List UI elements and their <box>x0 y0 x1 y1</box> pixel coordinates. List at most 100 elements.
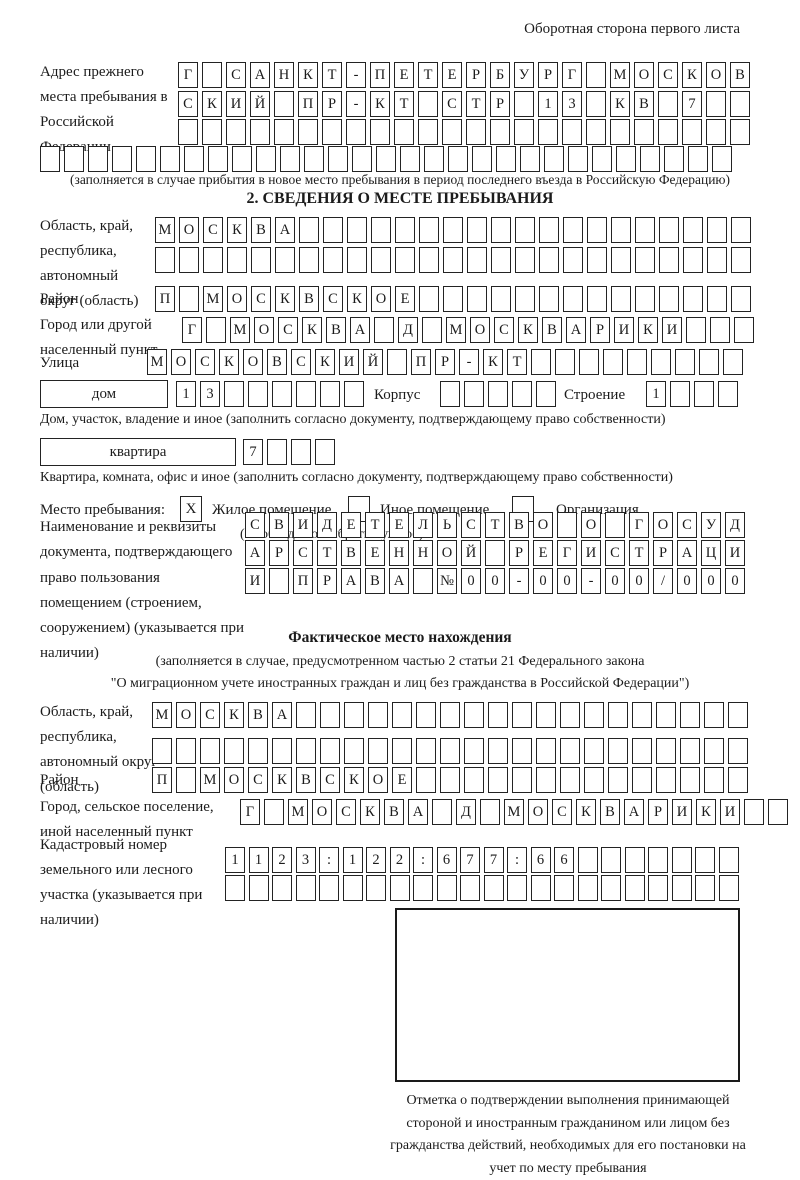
char-cell[interactable]: О <box>528 799 548 825</box>
char-cell[interactable] <box>467 286 487 312</box>
char-cell[interactable] <box>730 119 750 145</box>
char-cell[interactable]: О <box>653 512 673 538</box>
char-cell[interactable] <box>342 875 363 901</box>
char-cell[interactable] <box>512 767 532 793</box>
char-cell[interactable] <box>683 286 703 312</box>
char-cell[interactable] <box>472 146 492 172</box>
char-cell[interactable]: Г <box>178 62 198 88</box>
char-cell[interactable]: Р <box>490 91 510 117</box>
char-cell[interactable]: К <box>483 349 503 375</box>
char-cell[interactable]: А <box>272 702 292 728</box>
char-cell[interactable] <box>418 119 438 145</box>
char-cell[interactable]: С <box>293 540 313 566</box>
char-cell[interactable]: - <box>346 62 366 88</box>
char-cell[interactable] <box>560 738 580 764</box>
char-cell[interactable]: 6 <box>530 847 551 873</box>
char-cell[interactable]: И <box>720 799 740 825</box>
char-cell[interactable]: 6 <box>554 847 574 873</box>
char-cell[interactable] <box>267 439 287 465</box>
char-cell[interactable] <box>227 247 247 273</box>
char-cell[interactable]: О <box>254 317 274 343</box>
char-cell[interactable] <box>624 875 645 901</box>
char-cell[interactable] <box>448 146 468 172</box>
char-cell[interactable]: Й <box>461 540 481 566</box>
char-cell[interactable] <box>734 317 754 343</box>
char-cell[interactable]: Р <box>653 540 673 566</box>
char-cell[interactable] <box>704 767 724 793</box>
char-cell[interactable] <box>577 875 598 901</box>
char-cell[interactable]: 1 <box>225 847 245 873</box>
char-cell[interactable] <box>400 146 420 172</box>
char-cell[interactable]: Д <box>317 512 337 538</box>
char-cell[interactable] <box>731 286 751 312</box>
char-cell[interactable] <box>413 875 433 901</box>
char-cell[interactable] <box>275 247 295 273</box>
char-cell[interactable]: 7 <box>243 439 263 465</box>
char-cell[interactable] <box>563 286 583 312</box>
char-cell[interactable]: Т <box>466 91 486 117</box>
char-cell[interactable] <box>648 875 668 901</box>
char-cell[interactable] <box>416 702 436 728</box>
char-cell[interactable] <box>424 146 444 172</box>
char-cell[interactable] <box>658 119 678 145</box>
char-cell[interactable] <box>264 799 284 825</box>
char-cell[interactable]: 0 <box>725 568 745 594</box>
char-cell[interactable] <box>443 217 463 243</box>
char-cell[interactable] <box>296 702 316 728</box>
char-cell[interactable] <box>768 799 788 825</box>
char-cell[interactable]: С <box>278 317 298 343</box>
char-cell[interactable] <box>272 738 292 764</box>
char-cell[interactable] <box>682 119 702 145</box>
char-cell[interactable] <box>368 702 388 728</box>
char-cell[interactable]: С <box>323 286 343 312</box>
char-cell[interactable] <box>515 247 535 273</box>
char-cell[interactable] <box>203 247 223 273</box>
char-cell[interactable] <box>584 702 604 728</box>
char-cell[interactable] <box>635 217 655 243</box>
char-cell[interactable] <box>416 738 436 764</box>
char-cell[interactable]: 0 <box>485 568 505 594</box>
char-cell[interactable]: Г <box>182 317 202 343</box>
char-cell[interactable]: : <box>507 847 527 873</box>
char-cell[interactable]: Р <box>466 62 486 88</box>
char-cell[interactable] <box>376 146 396 172</box>
char-cell[interactable] <box>514 91 534 117</box>
premises-checkbox-residential[interactable]: X <box>180 496 202 522</box>
actual-region-row-2[interactable] <box>152 738 748 764</box>
korpus-row[interactable] <box>440 381 556 407</box>
char-cell[interactable] <box>440 381 460 407</box>
char-cell[interactable] <box>611 217 631 243</box>
char-cell[interactable] <box>577 847 598 873</box>
char-cell[interactable]: О <box>312 799 332 825</box>
char-cell[interactable] <box>323 247 343 273</box>
char-cell[interactable]: У <box>514 62 534 88</box>
char-cell[interactable] <box>466 119 486 145</box>
char-cell[interactable] <box>488 767 508 793</box>
char-cell[interactable] <box>601 847 621 873</box>
char-cell[interactable] <box>464 702 484 728</box>
char-cell[interactable]: Ц <box>701 540 721 566</box>
char-cell[interactable]: В <box>341 540 361 566</box>
char-cell[interactable] <box>298 119 318 145</box>
char-cell[interactable] <box>272 381 292 407</box>
char-cell[interactable]: : <box>413 847 433 873</box>
char-cell[interactable] <box>392 702 412 728</box>
char-cell[interactable] <box>728 702 748 728</box>
char-cell[interactable] <box>344 702 364 728</box>
char-cell[interactable] <box>366 875 386 901</box>
char-cell[interactable]: О <box>179 217 199 243</box>
char-cell[interactable]: В <box>509 512 529 538</box>
char-cell[interactable] <box>710 317 730 343</box>
char-cell[interactable] <box>592 146 612 172</box>
char-cell[interactable] <box>507 875 527 901</box>
char-cell[interactable]: Л <box>413 512 433 538</box>
char-cell[interactable] <box>579 349 599 375</box>
char-cell[interactable]: Г <box>562 62 582 88</box>
char-cell[interactable]: Р <box>648 799 668 825</box>
char-cell[interactable] <box>728 767 748 793</box>
char-cell[interactable]: К <box>315 349 335 375</box>
char-cell[interactable] <box>683 247 703 273</box>
char-cell[interactable]: С <box>291 349 311 375</box>
char-cell[interactable] <box>368 738 388 764</box>
apartment-row[interactable]: 7 <box>243 439 335 465</box>
